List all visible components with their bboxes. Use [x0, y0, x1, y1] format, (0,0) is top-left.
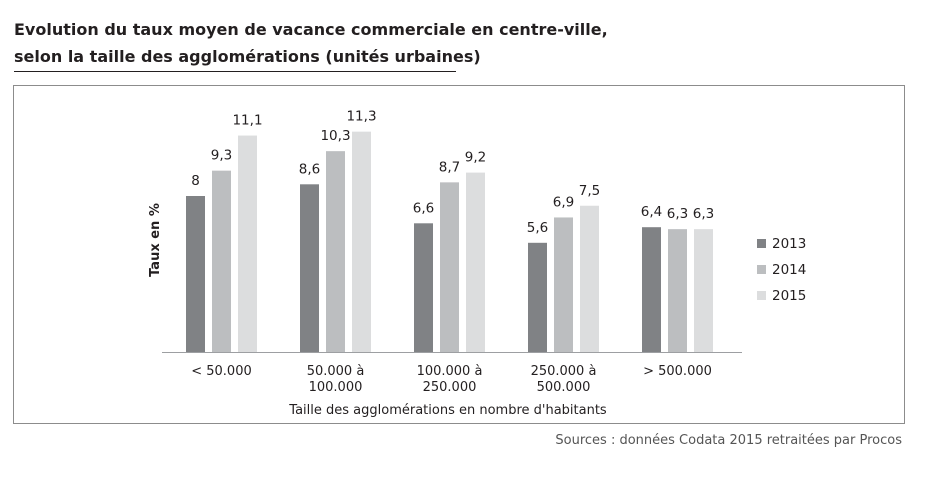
- legend-swatch-2013: [757, 239, 766, 248]
- data-label-2014-5: 6,3: [667, 206, 688, 222]
- data-label-2013-1: 8: [191, 173, 200, 189]
- bar-2015-5: [694, 229, 713, 352]
- bar-2013-4: [528, 242, 547, 352]
- bar-2015-1: [238, 135, 257, 352]
- data-label-2015-3: 9,2: [465, 150, 486, 166]
- category-label-4-line-2: 500.000: [537, 380, 591, 395]
- bar-2014-2: [326, 151, 345, 352]
- legend-swatch-2015: [757, 291, 766, 300]
- category-label-5: > 500.000: [643, 364, 712, 379]
- data-label-2013-4: 5,6: [527, 220, 548, 236]
- x-axis-title: Taille des agglomérations en nombre d'ha…: [288, 403, 607, 418]
- chart-frame: [13, 85, 905, 424]
- category-label-4-line-1: 250.000 à: [531, 364, 597, 379]
- y-axis-title: Taux en %: [148, 203, 163, 277]
- category-label-2-line-1: 50.000 à: [307, 364, 365, 379]
- bar-2015-4: [580, 205, 599, 352]
- data-label-2014-4: 6,9: [553, 194, 574, 210]
- bar-2014-4: [554, 217, 573, 352]
- data-label-2014-3: 8,7: [439, 159, 460, 175]
- bar-2013-2: [300, 184, 319, 352]
- category-label-3-line-1: 100.000 à: [417, 364, 483, 379]
- title-underline: [14, 71, 456, 72]
- bar-2013-1: [186, 196, 205, 352]
- legend-label-2013: 2013: [772, 236, 806, 252]
- category-label-2-line-2: 100.000: [309, 380, 363, 395]
- data-label-2015-5: 6,3: [693, 206, 714, 222]
- data-label-2013-5: 6,4: [641, 204, 662, 220]
- legend-label-2015: 2015: [772, 288, 806, 304]
- legend-label-2014: 2014: [772, 262, 806, 278]
- data-label-2013-3: 6,6: [413, 200, 434, 216]
- chart-title-line-2: selon la taille des agglomérations (unit…: [14, 47, 481, 66]
- data-label-2014-1: 9,3: [211, 148, 232, 164]
- bar-2013-5: [642, 227, 661, 352]
- bar-2014-5: [668, 229, 687, 352]
- bar-2015-3: [466, 172, 485, 352]
- data-label-2015-1: 11,1: [232, 113, 262, 129]
- bar-2014-1: [212, 170, 231, 352]
- bar-2013-3: [414, 223, 433, 352]
- data-label-2015-2: 11,3: [346, 109, 376, 125]
- chart-title-line-1: Evolution du taux moyen de vacance comme…: [14, 20, 608, 39]
- bar-2015-2: [352, 131, 371, 352]
- data-label-2015-4: 7,5: [579, 183, 600, 199]
- data-label-2013-2: 8,6: [299, 161, 320, 177]
- data-label-2014-2: 10,3: [320, 128, 350, 144]
- source-note: Sources : données Codata 2015 retraitées…: [555, 433, 902, 448]
- category-label-1: < 50.000: [191, 364, 252, 379]
- category-label-3-line-2: 250.000: [423, 380, 477, 395]
- bar-2014-3: [440, 182, 459, 352]
- legend-swatch-2014: [757, 265, 766, 274]
